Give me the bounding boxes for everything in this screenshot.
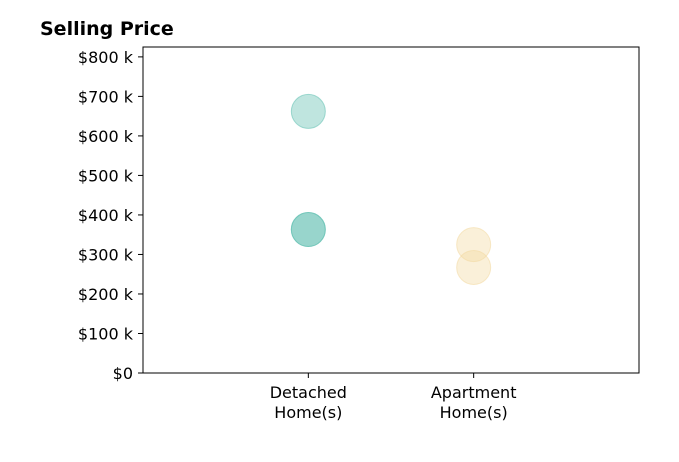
plot-frame (142, 46, 640, 374)
chart-title: Selling Price (40, 18, 174, 40)
scatter-point-0-2 (290, 212, 326, 248)
y-tick-label: $100 k (78, 324, 134, 343)
y-tick-label: $500 k (78, 166, 134, 185)
y-tick-label: $400 k (78, 206, 134, 225)
y-tick-label: $0 (113, 364, 133, 383)
x-tick-label: Detached Home(s) (270, 383, 347, 422)
y-tick-label: $200 k (78, 285, 134, 304)
scatter-point-0-0 (290, 93, 326, 129)
y-tick-label: $300 k (78, 245, 134, 264)
x-tick-label: Apartment Home(s) (431, 383, 517, 422)
y-tick-label: $600 k (78, 127, 134, 146)
y-tick-label: $800 k (78, 48, 134, 67)
scatter-point-1-1 (456, 249, 492, 285)
y-tick-label: $700 k (78, 87, 134, 106)
